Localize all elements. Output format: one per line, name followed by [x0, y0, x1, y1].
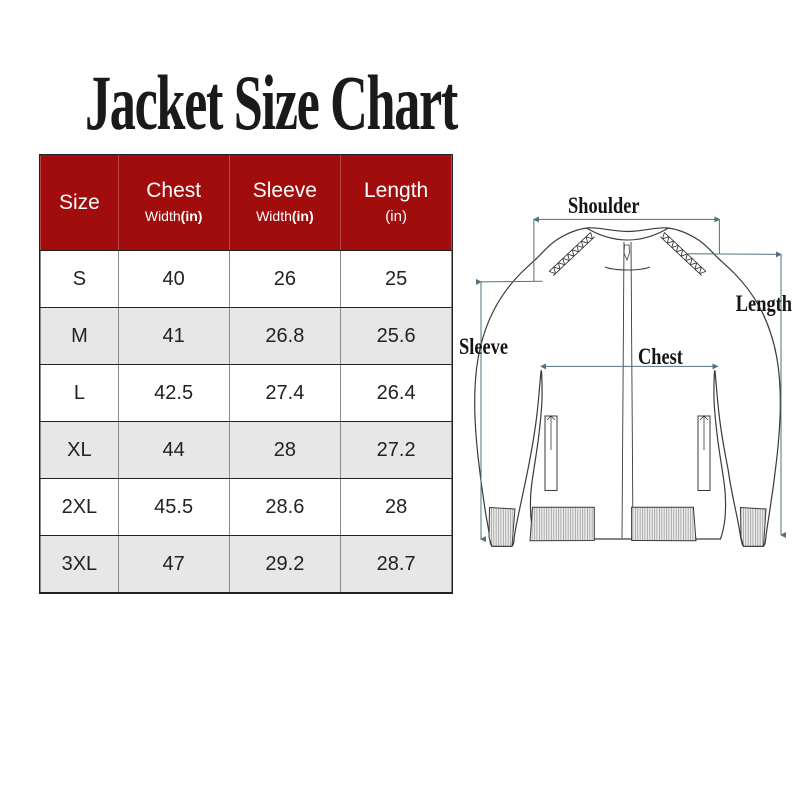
svg-text:Chest: Chest [638, 343, 683, 370]
svg-text:Length: Length [736, 290, 793, 317]
svg-text:Sleeve: Sleeve [459, 333, 508, 360]
svg-text:Shoulder: Shoulder [568, 192, 640, 219]
